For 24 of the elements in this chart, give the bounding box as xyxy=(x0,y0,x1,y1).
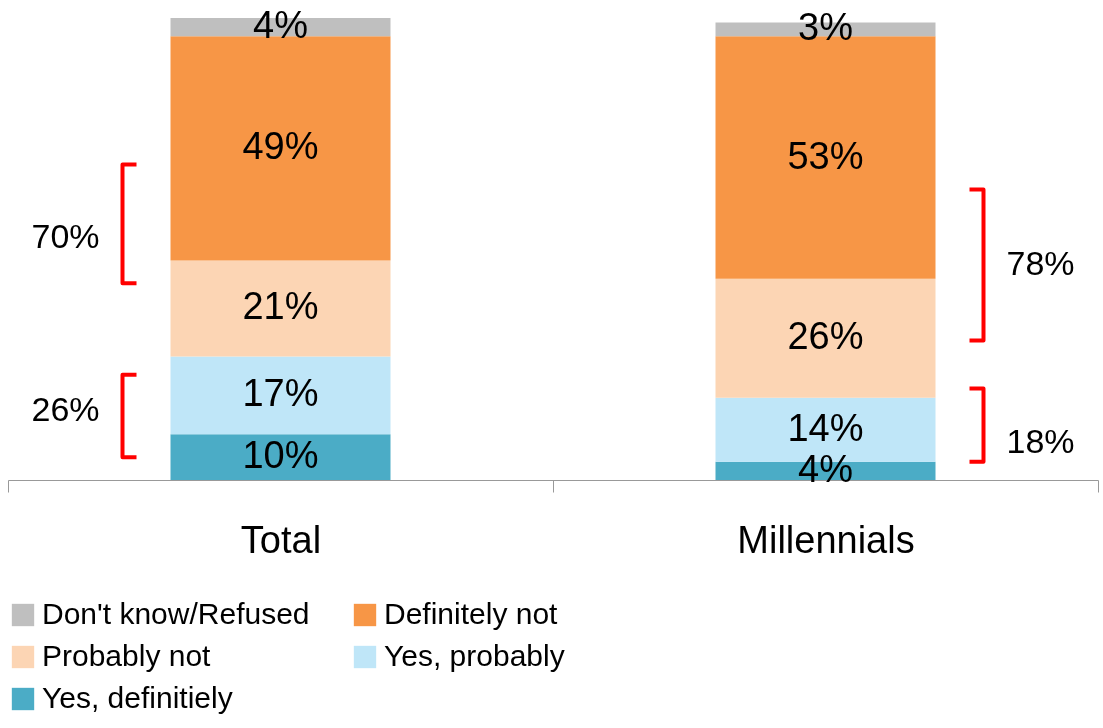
annotation: 70% xyxy=(31,216,100,255)
legend-label: Yes, probably xyxy=(384,639,565,672)
data-label: 49% xyxy=(242,125,319,168)
legend-label: Definitely not xyxy=(384,597,559,630)
data-label: 53% xyxy=(787,134,864,177)
annotation: 26% xyxy=(31,390,100,429)
bar xyxy=(170,36,391,261)
bar xyxy=(715,278,936,398)
data-label: 10% xyxy=(242,434,319,477)
bar xyxy=(170,260,391,357)
data-label: 14% xyxy=(787,406,864,449)
bar xyxy=(170,434,391,480)
bar xyxy=(170,356,391,435)
legend-label: Yes, definitiely xyxy=(42,681,233,714)
data-label: 21% xyxy=(242,285,319,328)
x-tick-label: Millennials xyxy=(737,518,915,561)
data-label: 4% xyxy=(253,4,308,47)
legend-label: Don't know/Refused xyxy=(42,597,310,630)
data-label: 17% xyxy=(242,372,319,415)
x-tick-label: Total xyxy=(240,518,322,561)
legend-label: Probably not xyxy=(42,639,212,672)
annotation: 18% xyxy=(1006,422,1075,461)
annotation: 78% xyxy=(1006,244,1075,283)
data-label: 26% xyxy=(787,315,864,358)
